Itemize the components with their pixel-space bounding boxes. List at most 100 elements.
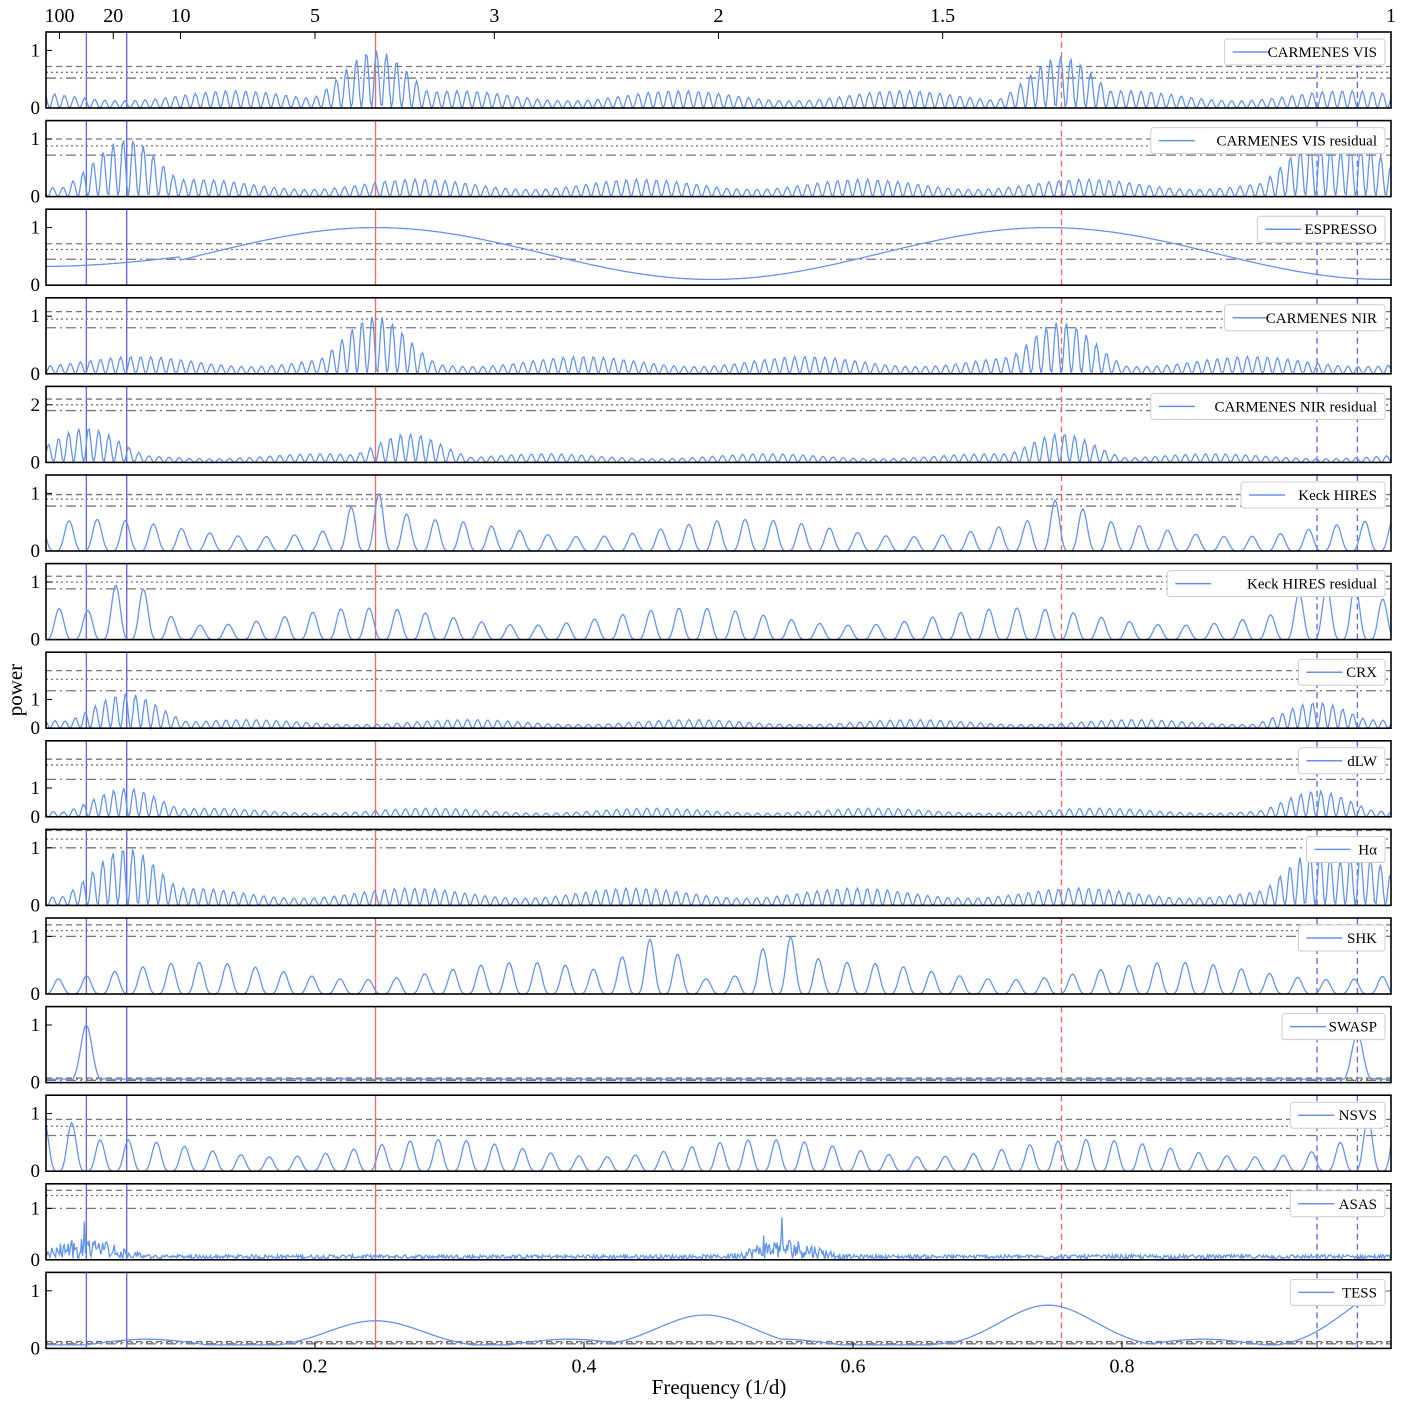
periodogram-panels: 0 1 CARMENES VIS 0 1 CARMENES VIS residual 0 1 E… [31, 31, 1392, 1359]
legend-label: dLW [1347, 754, 1378, 770]
y-tick-label: 1 [31, 1015, 41, 1036]
legend-asas: ASAS [1289, 1190, 1386, 1218]
legend-label: TESS [1342, 1285, 1377, 1301]
legend-label: Keck HIRES [1298, 488, 1377, 504]
y-tick-label: 1 [31, 778, 41, 799]
legend-tess: TESS [1289, 1278, 1386, 1306]
top-period-axis: 100 20 10 5 3 2 1.5 1 [44, 5, 1396, 39]
panel-frame [45, 119, 1392, 198]
y-tick-label: 1 [31, 926, 41, 947]
y-tick-label: 1 [31, 689, 41, 710]
top-axis-tick-label: 10 [171, 5, 191, 27]
y-tick-label: 0 [31, 1338, 41, 1359]
top-axis-tick-label: 3 [489, 5, 499, 27]
periodogram-series-carmenes-nir [45, 317, 1392, 376]
legend-box [1289, 1278, 1386, 1306]
y-tick-label: 1 [31, 1198, 41, 1219]
periodogram-series-espresso [45, 226, 1391, 281]
legend-box [1240, 481, 1386, 509]
top-axis-tick-label: 20 [103, 5, 123, 27]
panel-frame [45, 31, 1392, 109]
panel-frame [45, 651, 1392, 730]
periodogram-series-swasp [46, 1023, 1391, 1080]
y-tick-label: 1 [31, 1281, 41, 1302]
panel-crx: 0 1 CRX [31, 651, 1392, 739]
legend-box [1224, 304, 1386, 332]
legend-h: Hα [1306, 835, 1386, 863]
legend-label: CRX [1346, 665, 1377, 681]
legend-keck-hires-residual: Keck HIRES residual [1166, 570, 1386, 598]
y-tick-label: 0 [31, 1161, 41, 1182]
periodogram-series-h [45, 848, 1392, 908]
legend-label: Keck HIRES residual [1247, 577, 1377, 593]
legend-box [1281, 1013, 1386, 1041]
panel-shk: 0 1 SHK [31, 917, 1392, 1005]
legend-label: SWASP [1329, 1020, 1377, 1036]
panel-frame [45, 1094, 1392, 1172]
panel-frame [45, 1271, 1392, 1350]
legend-label: ESPRESSO [1304, 222, 1377, 238]
top-axis-tick-label: 1 [1386, 5, 1396, 27]
legend-label: Hα [1358, 842, 1377, 858]
y-tick-label: 0 [31, 1250, 41, 1271]
panel-h: 0 1 Hα [31, 828, 1392, 916]
x-tick-label: 0.6 [841, 1355, 866, 1377]
periodogram-series-carmenes-nir-residual [45, 428, 1392, 465]
panel-carmenes-vis-residual: 0 1 CARMENES VIS residual [31, 119, 1392, 208]
panel-frame [45, 828, 1392, 907]
legend-espresso: ESPRESSO [1256, 215, 1386, 243]
panel-frame [45, 385, 1392, 464]
panel-dlw: 0 1 dLW [31, 739, 1392, 828]
legend-box [1150, 127, 1386, 155]
top-axis-tick-label: 1.5 [930, 5, 955, 27]
panel-tess: 0 1 TESS [31, 1271, 1392, 1359]
legend-label: CARMENES NIR [1266, 311, 1377, 327]
panel-espresso: 0 1 ESPRESSO [31, 208, 1392, 296]
top-axis-tick-label: 5 [310, 5, 320, 27]
panel-keck-hires: 0 1 Keck HIRES [31, 474, 1392, 562]
legend-carmenes-vis: CARMENES VIS [1224, 38, 1386, 66]
y-tick-label: 1 [31, 838, 41, 859]
legend-box [1150, 392, 1386, 420]
panel-carmenes-vis: 0 1 CARMENES VIS [31, 31, 1392, 119]
legend-nsvs: NSVS [1289, 1101, 1386, 1129]
legend-carmenes-nir-residual: CARMENES NIR residual [1150, 392, 1386, 420]
panel-frame [45, 562, 1392, 641]
x-axis-label: Frequency (1/d) [652, 1375, 787, 1399]
y-tick-label: 1 [31, 572, 41, 593]
legend-keck-hires: Keck HIRES [1240, 481, 1386, 509]
periodogram-series-nsvs [45, 1118, 1392, 1172]
y-tick-label: 0 [31, 275, 41, 296]
periodogram-series-crx [45, 693, 1392, 731]
panel-carmenes-nir: 0 1 CARMENES NIR [31, 296, 1392, 385]
periodogram-series-asas [45, 1217, 1392, 1262]
legend-box [1289, 1190, 1386, 1218]
panel-frame [45, 296, 1392, 375]
legend-carmenes-vis-residual: CARMENES VIS residual [1150, 127, 1386, 155]
legend-label: CARMENES VIS [1268, 45, 1377, 61]
y-tick-label: 1 [31, 306, 41, 327]
legend-dlw: dLW [1297, 747, 1386, 775]
bottom-frequency-axis: 0.2 0.4 0.6 0.8 [303, 1341, 1135, 1377]
periodogram-series-shk [45, 936, 1392, 995]
y-tick-label: 0 [31, 364, 41, 385]
y-tick-label: 0 [31, 984, 41, 1005]
panel-frame [45, 917, 1392, 995]
legend-box [1289, 1101, 1386, 1129]
x-tick-label: 0.2 [303, 1355, 328, 1377]
periodogram-series-tess [46, 1290, 1391, 1346]
y-tick-label: 0 [31, 630, 41, 651]
legend-crx: CRX [1297, 658, 1386, 686]
y-axis-label: power [3, 664, 27, 716]
top-axis-tick-label: 2 [714, 5, 724, 27]
periodogram-series-dlw [45, 787, 1392, 820]
panel-frame [45, 1005, 1392, 1084]
periodogram-series-keck-hires [45, 492, 1392, 552]
panel-frame [45, 208, 1392, 286]
x-tick-label: 0.8 [1110, 1355, 1135, 1377]
panel-frame [45, 474, 1392, 552]
y-tick-label: 1 [31, 1104, 41, 1125]
y-tick-label: 0 [31, 895, 41, 916]
legend-carmenes-nir: CARMENES NIR [1224, 304, 1386, 332]
x-tick-label: 0.4 [572, 1355, 597, 1377]
